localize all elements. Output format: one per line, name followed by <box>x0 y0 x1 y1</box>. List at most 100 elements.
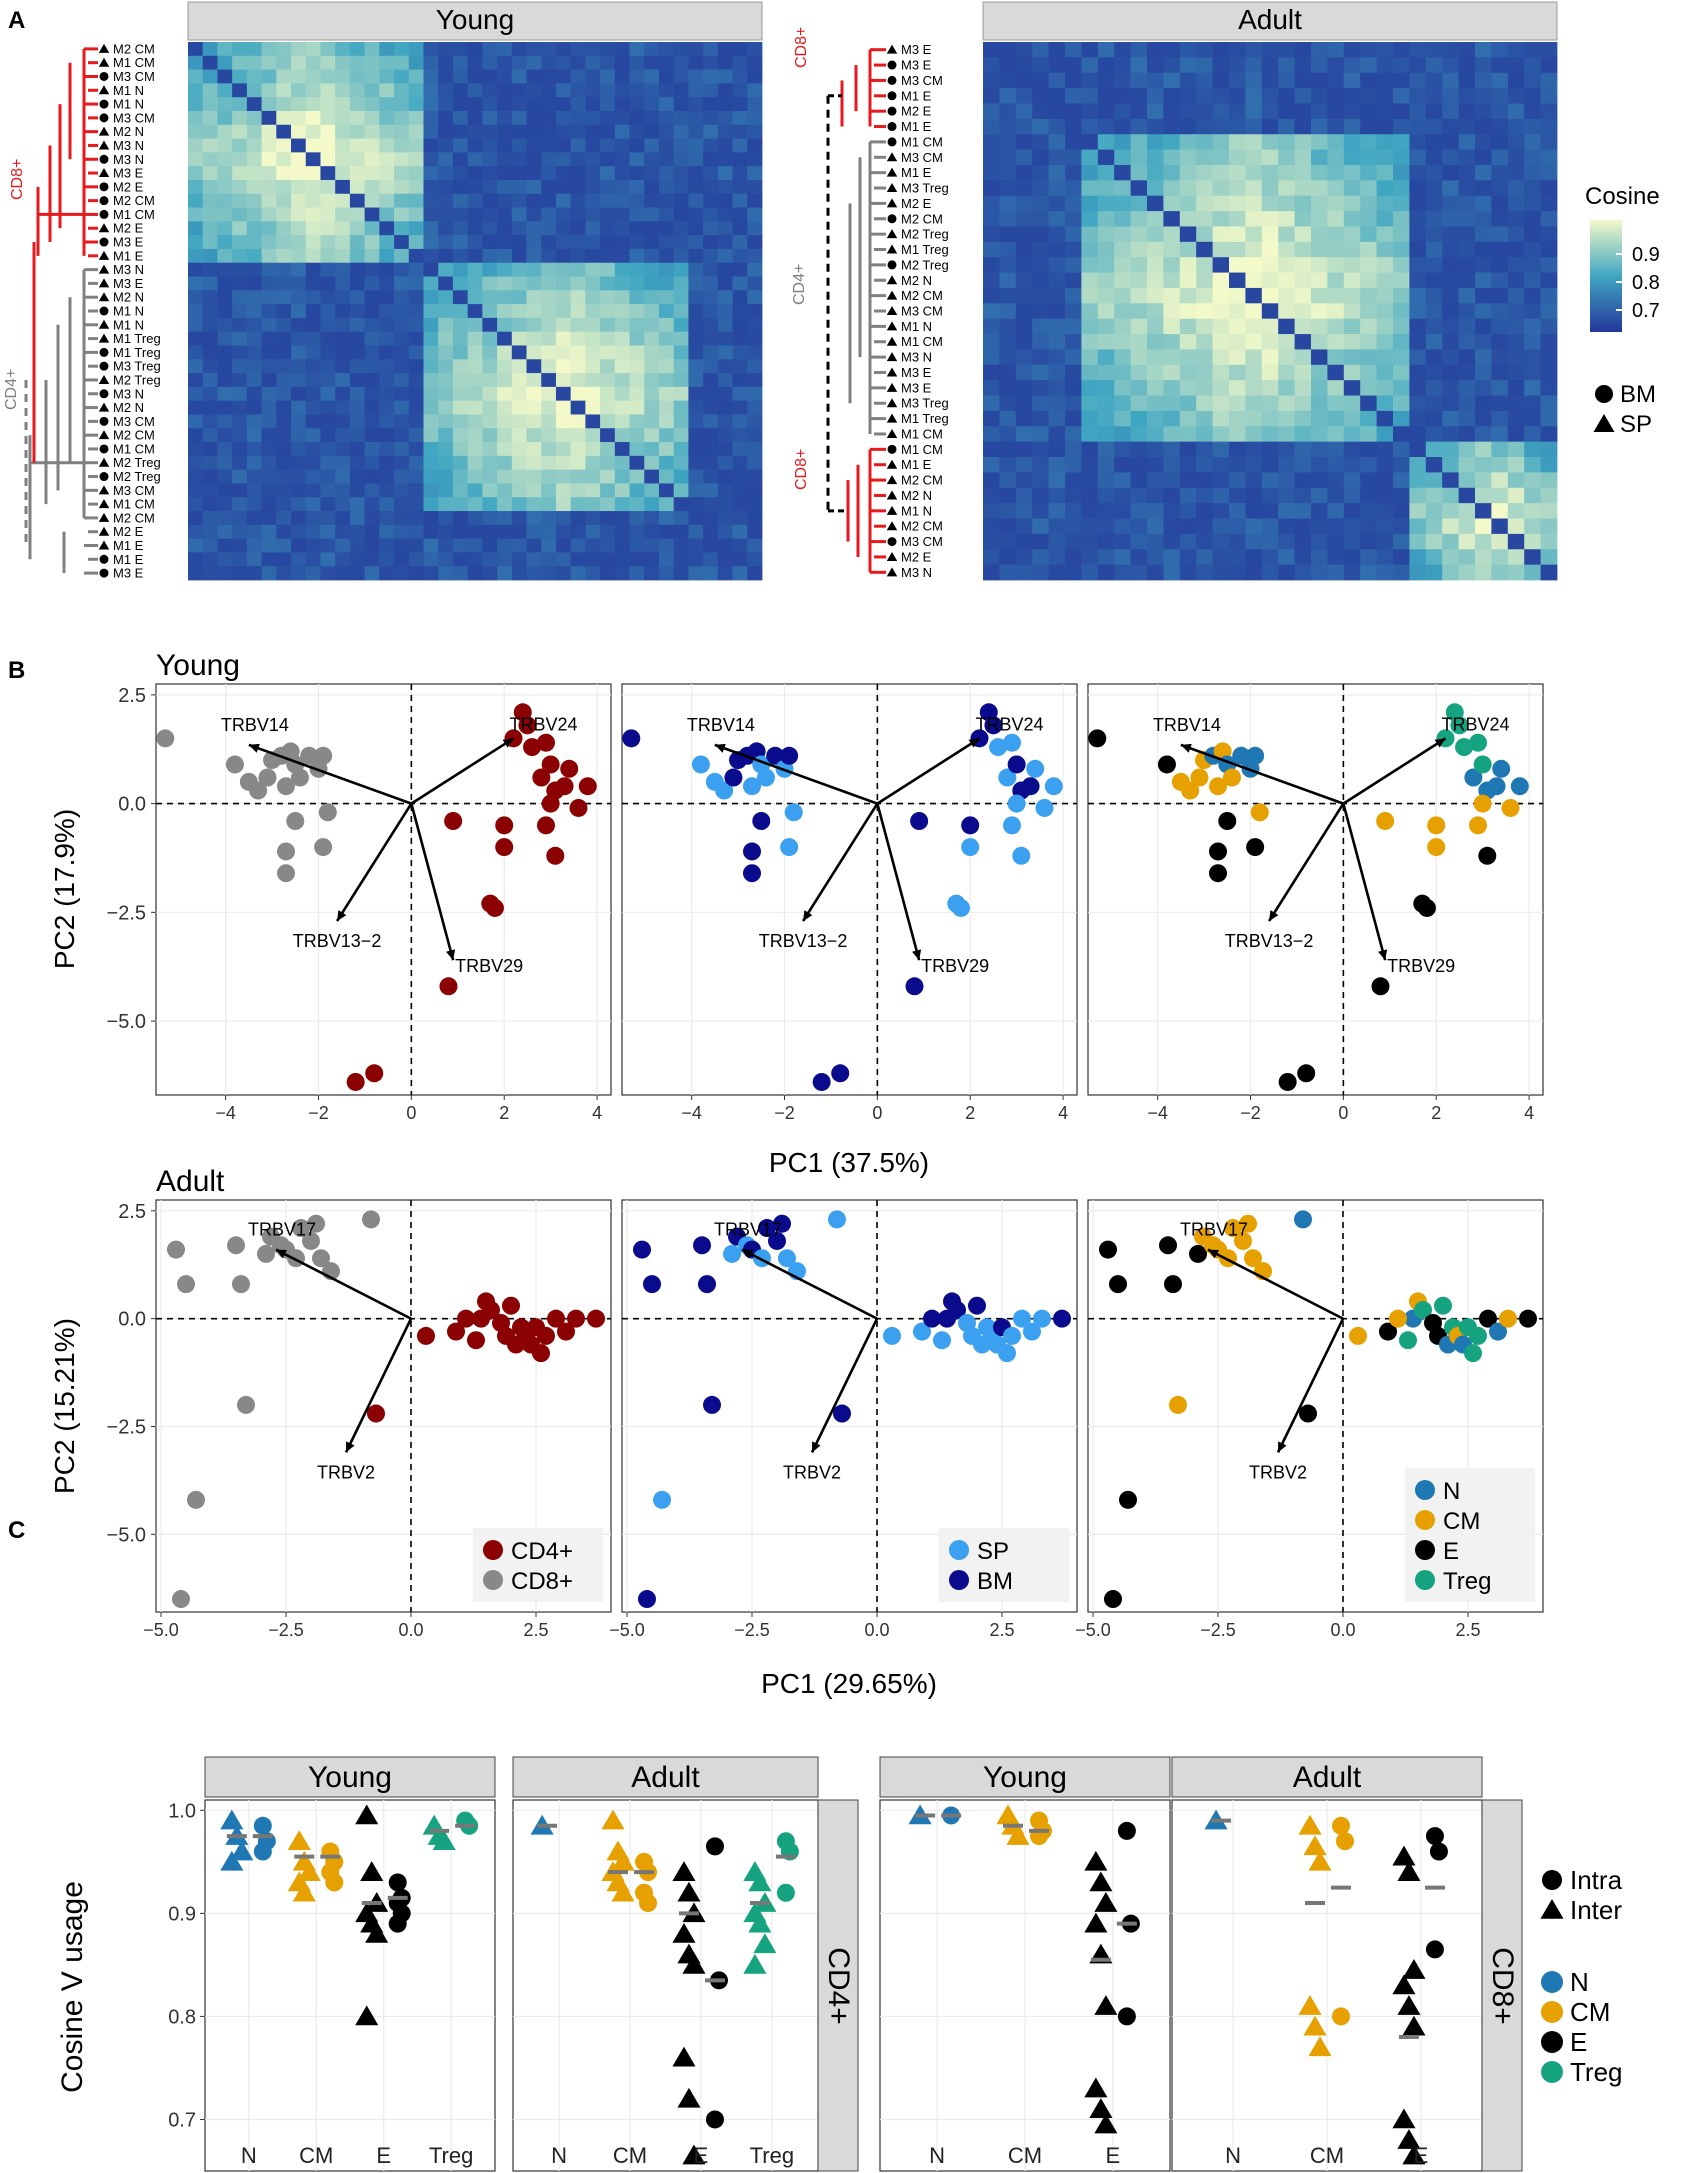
heat-cell <box>438 276 454 291</box>
y-tick-label: −2.5 <box>107 902 146 924</box>
heat-cell <box>217 386 233 402</box>
heat-cell <box>541 304 557 319</box>
heat-cell <box>320 124 336 139</box>
heat-cell <box>1343 380 1361 396</box>
heat-cell <box>688 428 704 443</box>
heat-cell <box>526 42 542 57</box>
heat-cell <box>1032 287 1049 304</box>
heat-cell <box>703 552 719 567</box>
heat-cell <box>305 138 321 153</box>
heat-cell <box>600 110 616 126</box>
heat-cell <box>629 455 645 471</box>
heat-cell <box>541 124 557 139</box>
heat-cell <box>497 345 513 360</box>
heat-cell <box>423 166 439 181</box>
heat-cell <box>1245 164 1263 181</box>
heat-cell <box>1376 564 1394 581</box>
heat-cell <box>1278 426 1295 443</box>
heat-cell <box>1212 272 1230 289</box>
heat-cell <box>423 262 439 277</box>
heat-cell <box>673 414 689 429</box>
heat-cell <box>217 442 233 457</box>
data-point <box>532 1344 550 1363</box>
heat-cell <box>1311 364 1328 381</box>
heat-cell <box>1360 257 1377 273</box>
row-label: M1 CM <box>113 441 155 456</box>
heat-cell <box>983 303 1000 320</box>
heat-cell <box>423 248 439 264</box>
heat-cell <box>555 469 572 484</box>
heat-cell <box>1048 164 1066 181</box>
heat-cell <box>1147 303 1164 320</box>
heat-cell <box>1212 103 1230 120</box>
heat-cell <box>1015 426 1033 443</box>
heat-cell <box>364 414 380 429</box>
heat-cell <box>999 303 1017 320</box>
heat-cell <box>202 221 218 236</box>
heat-cell <box>1130 287 1148 304</box>
heat-cell <box>999 287 1017 304</box>
heat-cell <box>511 235 527 250</box>
heat-cell <box>999 134 1017 150</box>
heat-cell <box>408 400 424 415</box>
heat-cell <box>291 276 307 291</box>
heat-cell <box>1179 195 1197 212</box>
heat-cell <box>570 83 586 98</box>
heat-cell <box>497 442 513 457</box>
heat-cell <box>364 221 380 236</box>
heat-cell <box>1425 303 1443 320</box>
heat-cell <box>497 42 513 57</box>
heat-cell <box>1425 272 1443 289</box>
loading-arrow <box>410 737 515 805</box>
heat-cell <box>261 469 277 484</box>
heat-cell <box>511 483 527 498</box>
heat-cell <box>511 276 527 291</box>
heat-cell <box>364 83 380 98</box>
heat-cell <box>261 497 277 512</box>
heat-cell <box>349 97 366 112</box>
heat-cell <box>349 373 366 388</box>
heat-cell <box>1409 364 1427 381</box>
heat-cell <box>717 42 733 57</box>
inter-point <box>677 2087 701 2108</box>
heat-cell <box>1048 287 1066 304</box>
heat-cell <box>335 276 351 291</box>
heat-cell <box>732 110 748 126</box>
heat-cell <box>246 110 262 126</box>
heat-cell <box>1311 503 1328 519</box>
heat-cell <box>1032 487 1049 504</box>
data-point <box>541 755 560 774</box>
heat-cell <box>335 138 351 153</box>
heat-cell <box>688 166 704 181</box>
heat-cell <box>570 138 586 153</box>
heat-cell <box>497 511 513 526</box>
heat-cell <box>1442 118 1459 135</box>
heat-cell <box>1130 164 1148 181</box>
heat-cell <box>1294 287 1312 304</box>
heat-cell <box>555 207 572 222</box>
inter-point <box>230 1840 254 1861</box>
heat-cell <box>497 373 513 388</box>
heat-cell <box>1245 180 1263 197</box>
heat-cell <box>983 118 1000 135</box>
row-label: M2 N <box>901 488 932 503</box>
heat-cell <box>644 110 660 126</box>
heat-cell <box>202 511 218 526</box>
heat-cell <box>1015 211 1033 227</box>
heat-cell <box>570 483 586 498</box>
heat-cell <box>261 386 277 402</box>
heat-cell <box>349 552 366 567</box>
heat-cell <box>585 414 601 429</box>
heat-cell <box>1507 303 1525 320</box>
heat-cell <box>629 152 645 167</box>
triangle-icon <box>1540 1899 1564 1919</box>
heat-cell <box>1130 103 1148 120</box>
heat-cell <box>1278 57 1295 74</box>
heat-cell <box>511 414 527 429</box>
triangle-icon <box>98 485 110 495</box>
heat-cell <box>570 55 586 70</box>
heat-cell <box>320 235 336 250</box>
heat-cell <box>983 503 1000 519</box>
heat-cell <box>497 566 513 581</box>
